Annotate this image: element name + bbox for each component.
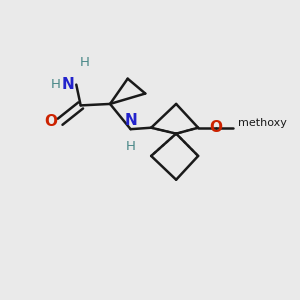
Text: H: H — [126, 140, 136, 153]
Text: N: N — [124, 113, 137, 128]
Text: O: O — [44, 114, 57, 129]
Text: H: H — [80, 56, 90, 69]
Text: H: H — [50, 78, 60, 91]
Text: N: N — [62, 77, 75, 92]
Text: methoxy: methoxy — [238, 118, 287, 128]
Text: O: O — [209, 120, 222, 135]
